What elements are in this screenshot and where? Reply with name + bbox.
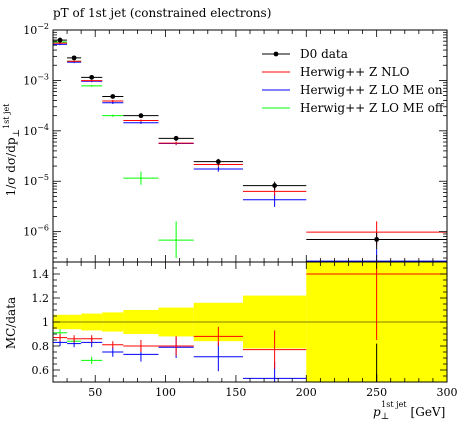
nlo-point <box>102 99 124 103</box>
lo_me_on-point <box>193 166 243 172</box>
x-axis-title: p⊥1st jet[GeV] <box>373 400 445 422</box>
y-tick-label: 10−5 <box>23 173 49 188</box>
nlo-ratio-point <box>67 335 82 343</box>
nlo-ratio-point <box>242 330 307 369</box>
x-tick-label: 50 <box>88 386 102 399</box>
data-point <box>102 94 124 99</box>
data-point <box>67 55 82 61</box>
data-marker <box>374 237 380 242</box>
legend-entry-data: D0 data <box>262 47 348 61</box>
lo_me_off-ratio-point <box>81 356 103 364</box>
data-marker <box>215 159 221 165</box>
tick-labels: 50 100 150 200 250 300 10−2 10−3 10−4 10−5 10−6 0.6… <box>23 22 457 399</box>
lo_me_on-point <box>123 121 159 124</box>
y-axis-title: 1/σ dσ/dp⊥1st jet <box>2 103 22 197</box>
data-point <box>306 232 447 250</box>
data-point <box>158 135 194 141</box>
lo_me_off-point <box>102 114 124 117</box>
ratio-tick-label: 1.4 <box>32 268 50 281</box>
data-marker <box>173 135 179 141</box>
x-tick-label: 100 <box>155 386 176 399</box>
lo_me_off-point <box>123 171 159 185</box>
legend-entry-lo_me_off: Herwig++ Z LO ME off <box>262 101 445 115</box>
legend-entry-nlo: Herwig++ Z NLO <box>262 65 410 79</box>
data-marker <box>89 74 95 80</box>
ratio-y-axis-title: MC/data <box>4 297 18 349</box>
y-tick-label: 10−2 <box>23 22 49 37</box>
legend-label: Herwig++ Z NLO <box>300 65 410 79</box>
data-marker <box>71 55 77 61</box>
ratio-tick-label: 1 <box>42 316 49 329</box>
nlo-ratio-point <box>193 326 243 346</box>
data-marker <box>110 94 116 99</box>
nlo-ratio-point <box>53 334 68 342</box>
ratio-tick-label: 0.8 <box>32 340 50 353</box>
nlo-point <box>81 79 103 82</box>
nlo-point <box>158 141 194 145</box>
y-tick-label: 10−6 <box>23 224 49 239</box>
nlo-ratio-point <box>102 341 124 349</box>
x-tick-label: 150 <box>225 386 246 399</box>
y-tick-label: 10−3 <box>23 72 49 87</box>
data-point <box>53 37 68 43</box>
data-point <box>193 158 243 165</box>
series-layer <box>53 37 447 382</box>
data-marker <box>57 37 63 43</box>
nlo-ratio-point <box>81 335 103 343</box>
lo_me_off-point <box>158 221 194 259</box>
data-point <box>123 113 159 119</box>
legend-label: Herwig++ Z LO ME off <box>300 101 445 115</box>
data-point <box>81 74 103 80</box>
x-tick-label: 250 <box>366 386 387 399</box>
data-marker <box>272 183 278 188</box>
x-tick-label: 200 <box>296 386 317 399</box>
data-marker <box>138 113 144 119</box>
legend: D0 data Herwig++ Z NLO Herwig++ Z LO ME on… <box>262 47 445 115</box>
legend-label: Herwig++ Z LO ME on <box>300 83 443 97</box>
legend-label: D0 data <box>300 47 348 61</box>
ratio-tick-label: 1.2 <box>32 292 50 305</box>
nlo-ratio-point <box>158 336 194 356</box>
data-point <box>242 181 307 191</box>
chart-title: pT of 1st jet (constrained electrons) <box>53 6 271 20</box>
axis-ticks <box>52 29 448 383</box>
legend-marker <box>273 51 279 57</box>
lo_me_off-point <box>81 85 103 87</box>
ratio-tick-label: 0.6 <box>32 364 50 377</box>
nlo-point <box>67 60 82 63</box>
legend-entry-lo_me_on: Herwig++ Z LO ME on <box>262 83 443 97</box>
x-tick-label: 300 <box>437 386 458 399</box>
lo_me_on-ratio-point <box>102 347 124 357</box>
y-tick-label: 10−4 <box>23 123 49 138</box>
nlo-ratio-point <box>306 262 447 340</box>
nlo-ratio-point <box>123 340 159 352</box>
lo_me_on-ratio-point <box>193 342 243 372</box>
nlo-point <box>123 119 159 122</box>
